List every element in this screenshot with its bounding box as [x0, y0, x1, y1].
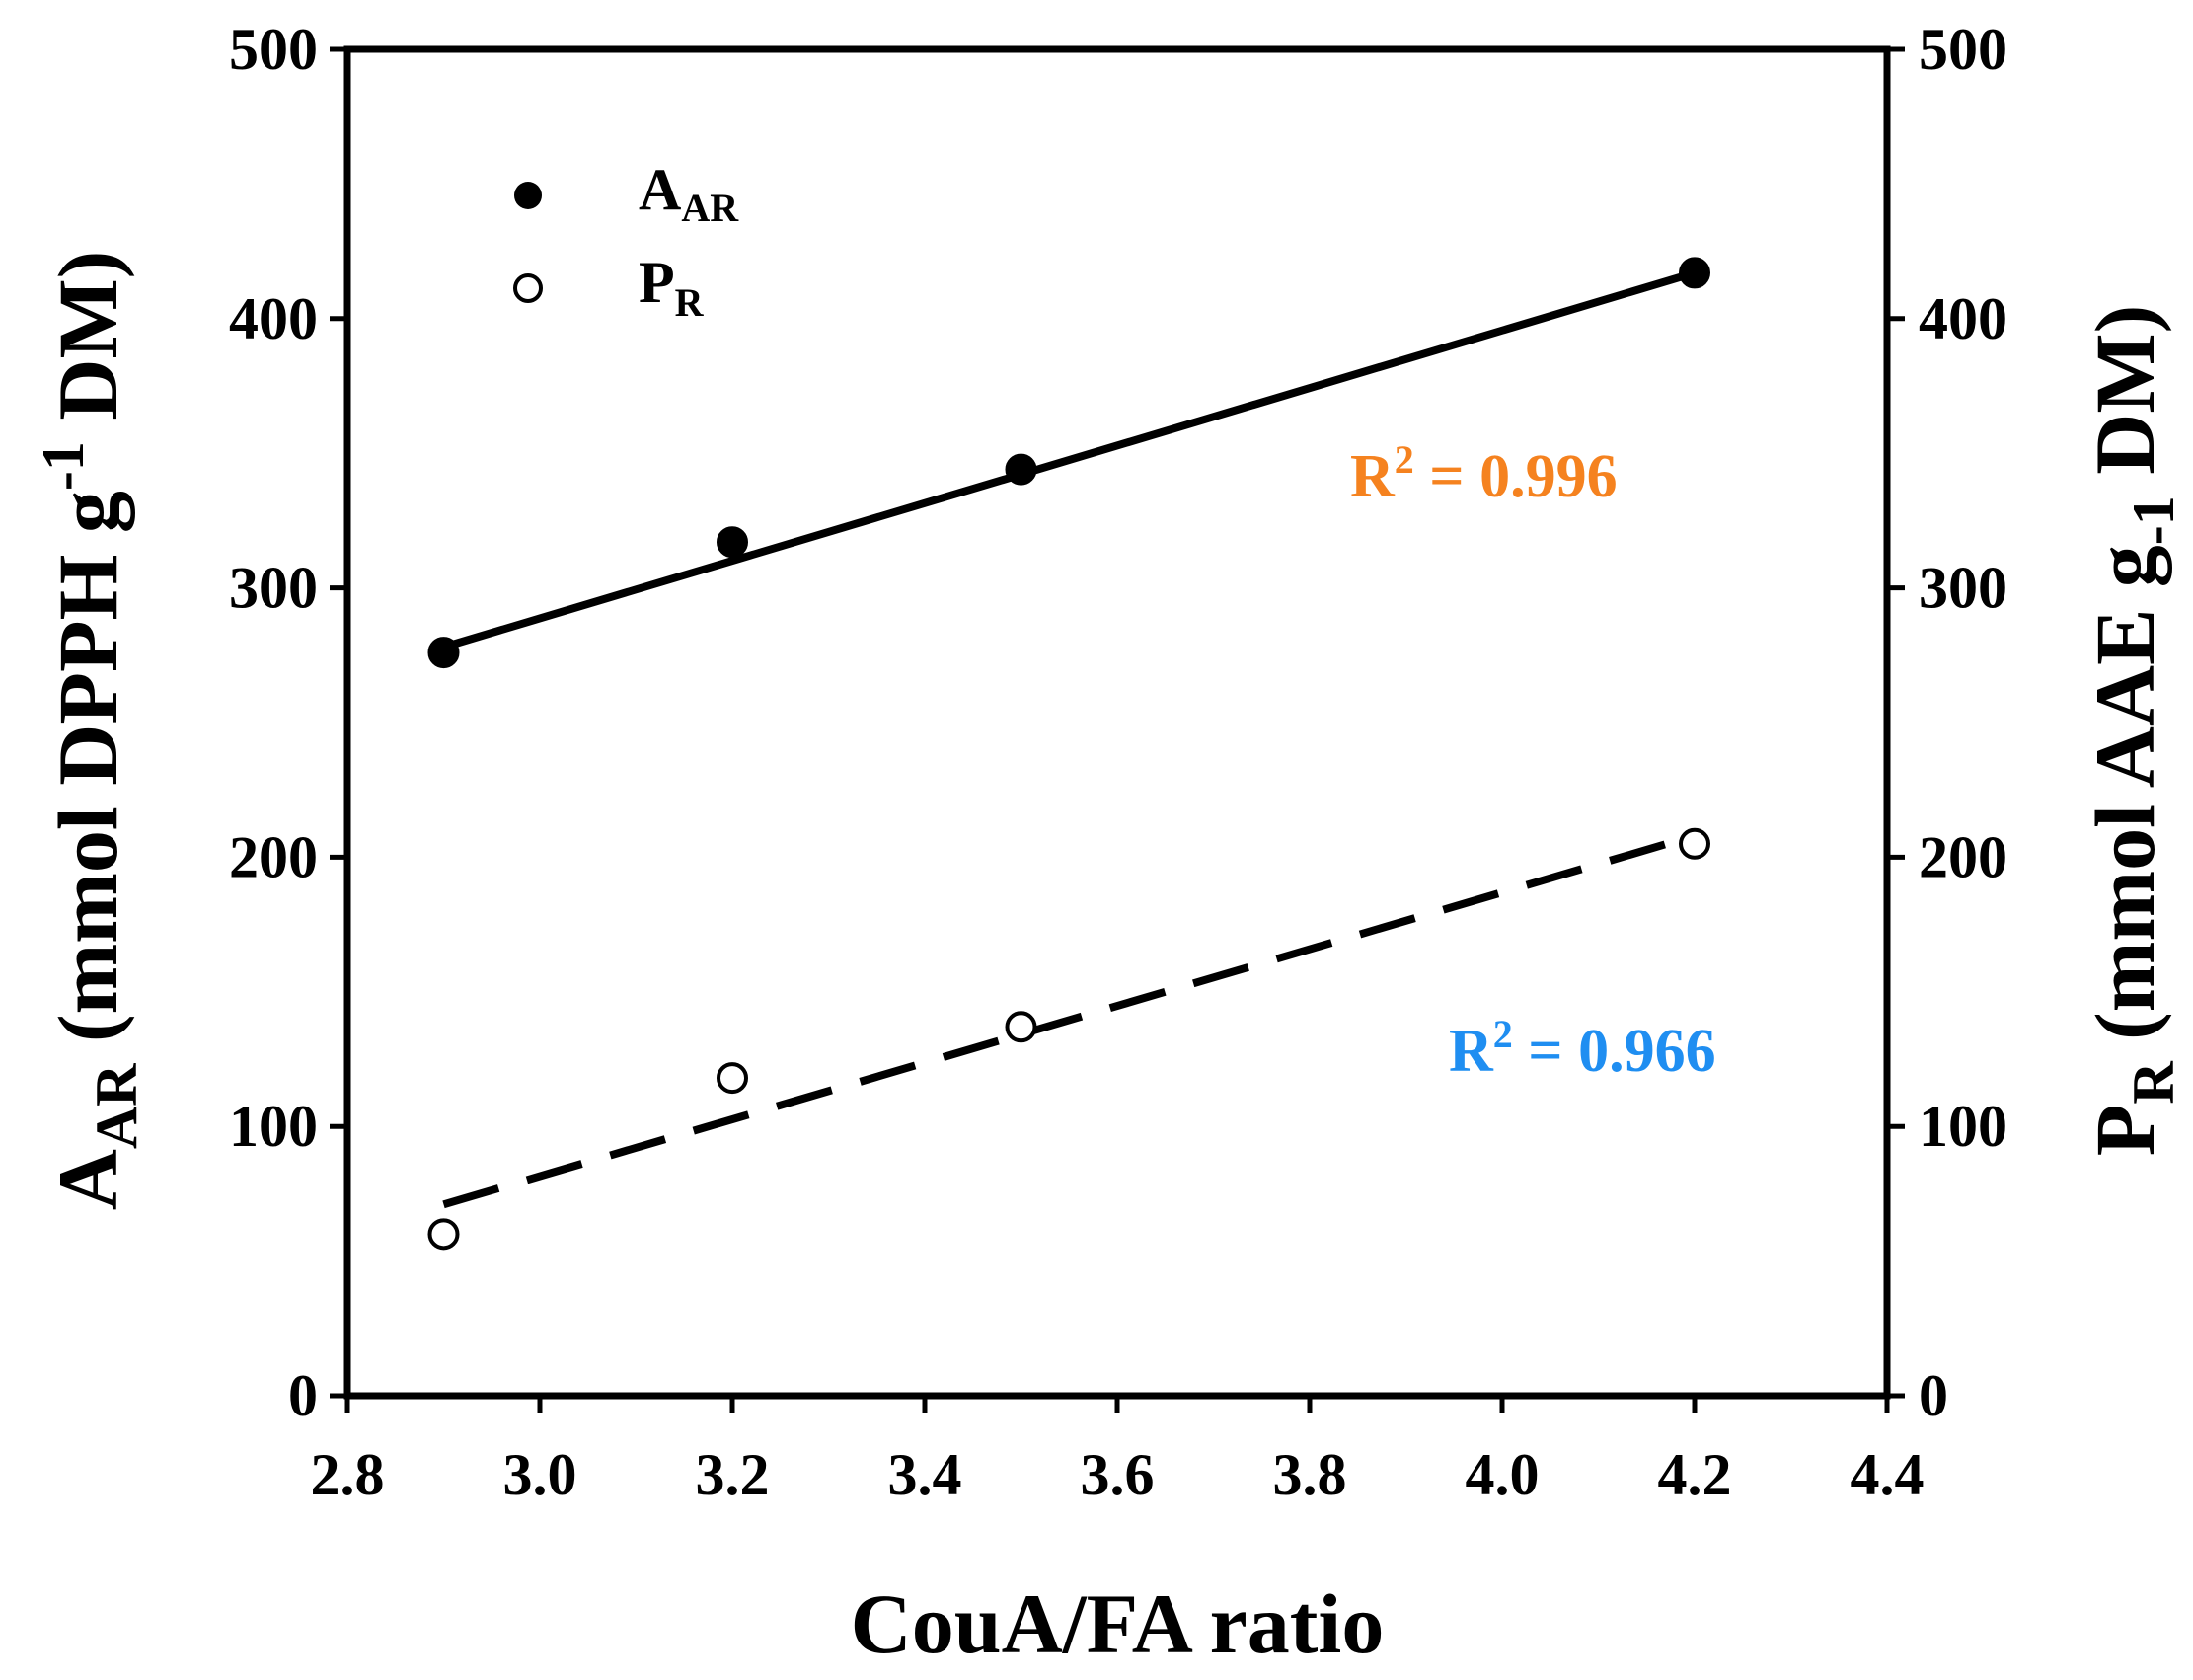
y-right-tick-label: 200 — [1919, 824, 2007, 889]
fit-line-p-r — [442, 831, 1697, 1209]
legend-marker-p-r — [513, 273, 543, 303]
data-point-p-r — [1005, 1011, 1037, 1043]
plot-area-frame — [343, 45, 1891, 1400]
fit-line-a-ar — [442, 268, 1697, 651]
x-tick-label: 4.4 — [1851, 1442, 1925, 1507]
legend-marker-a-ar — [514, 182, 542, 209]
legend: AAR PR — [513, 157, 739, 325]
x-tick-label: 3.6 — [1081, 1442, 1155, 1507]
x-tick-label: 4.0 — [1466, 1442, 1540, 1507]
y-axis-left-title: AAR (mmol DPPH g-1 DM) — [31, 251, 149, 1211]
x-tick-label: 3.0 — [503, 1442, 577, 1507]
x-tick-label: 4.2 — [1658, 1442, 1732, 1507]
y-left-tick-label: 200 — [229, 824, 318, 889]
data-point-p-r — [717, 1062, 748, 1095]
y-axis-right-title: PR (mmol AAE g-1 DM) — [2078, 305, 2186, 1156]
y-right-tick-label: 500 — [1919, 17, 2007, 82]
x-tick-label: 3.8 — [1273, 1442, 1347, 1507]
r2-annotation-a-ar: R2 = 0.996 — [1350, 437, 1618, 510]
y-left-tick-label: 400 — [229, 286, 318, 351]
y-right-tick-label: 0 — [1919, 1363, 1948, 1428]
x-tick-label: 3.2 — [696, 1442, 770, 1507]
y-left-tick-label: 0 — [288, 1363, 318, 1428]
data-point-a-ar — [427, 637, 460, 669]
data-point-a-ar — [1679, 257, 1710, 289]
x-tick-label: 2.8 — [311, 1442, 385, 1507]
r2-annotation-p-r: R2 = 0.966 — [1449, 1012, 1716, 1085]
legend-label-a-ar: AAR — [639, 157, 739, 230]
y-right-tick-label: 400 — [1919, 286, 2007, 351]
y-right-tick-label: 100 — [1919, 1094, 2007, 1159]
y-left-tick-label: 100 — [229, 1094, 318, 1159]
y-left-tick-label: 500 — [229, 17, 318, 82]
y-right-tick-label: 300 — [1919, 556, 2007, 621]
data-point-p-r — [427, 1218, 460, 1251]
x-tick-label: 3.4 — [888, 1442, 962, 1507]
data-point-a-ar — [717, 526, 748, 559]
x-axis-title: CouA/FA ratio — [851, 1576, 1385, 1671]
legend-label-p-r: PR — [639, 250, 705, 325]
y-left-tick-label: 300 — [229, 556, 318, 621]
data-point-a-ar — [1005, 453, 1037, 486]
data-point-p-r — [1679, 827, 1710, 860]
